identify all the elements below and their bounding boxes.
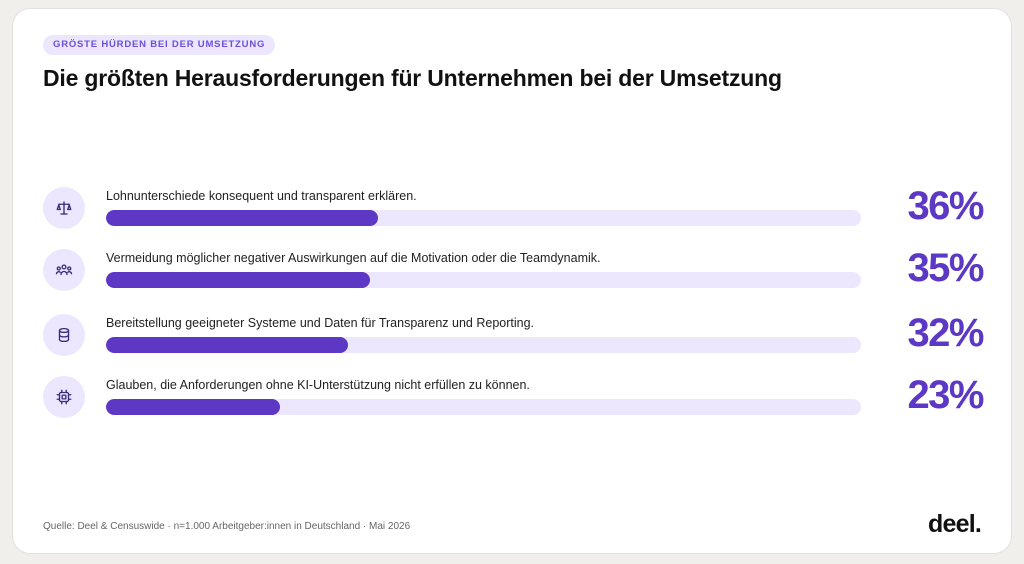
bar-label: Bereitstellung geeigneter Systeme und Da… xyxy=(106,316,535,330)
bar-track xyxy=(106,272,861,288)
bar-row: Lohnunterschiede konsequent und transpar… xyxy=(13,184,1013,247)
category-tag: GRÖSTE HÜRDEN BEI DER UMSETZUNG xyxy=(43,35,276,55)
value-label: 35% xyxy=(907,246,984,290)
bar xyxy=(106,210,378,226)
bar xyxy=(106,337,348,353)
bar-row: Bereitstellung geeigneter Systeme und Da… xyxy=(13,311,1013,374)
bar-track xyxy=(106,337,861,353)
scale-icon xyxy=(43,187,85,229)
database-icon xyxy=(43,314,85,356)
value-label: 36% xyxy=(907,184,984,228)
bar xyxy=(106,272,371,288)
chart-title: Die größten Herausforderungen für Untern… xyxy=(43,65,782,91)
bar xyxy=(106,399,280,415)
bar-row: Vermeidung möglicher negativer Auswirkun… xyxy=(13,246,1013,309)
deel-logo: deel. xyxy=(928,510,982,538)
source-note: Quelle: Deel & Censuswide · n=1.000 Arbe… xyxy=(43,521,411,532)
value-label: 32% xyxy=(907,311,984,355)
bar-label: Glauben, die Anforderungen ohne KI-Unter… xyxy=(106,378,530,392)
bar-label: Lohnunterschiede konsequent und transpar… xyxy=(106,189,417,203)
chip-icon xyxy=(43,376,85,418)
infographic-card: GRÖSTE HÜRDEN BEI DER UMSETZUNG Die größ… xyxy=(12,8,1012,554)
bar-row: Glauben, die Anforderungen ohne KI-Unter… xyxy=(13,373,1013,436)
value-label: 23% xyxy=(907,373,984,417)
team-icon xyxy=(43,249,85,291)
bar-track xyxy=(106,210,861,226)
bar-label: Vermeidung möglicher negativer Auswirkun… xyxy=(106,251,601,265)
bar-track xyxy=(106,399,861,415)
